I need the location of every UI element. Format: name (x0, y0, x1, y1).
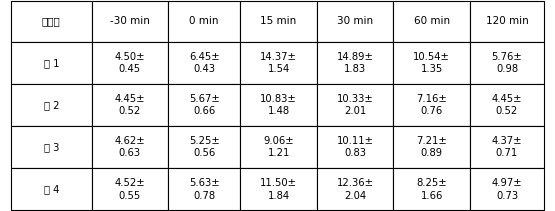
Bar (240, 0, 317, 42)
Bar (168, 42, 240, 84)
Bar (168, 126, 240, 168)
Text: 4.52±
0.55: 4.52± 0.55 (114, 178, 145, 201)
Bar (168, 84, 240, 126)
Text: 30 min: 30 min (337, 16, 374, 26)
Text: 6.45±
0.43: 6.45± 0.43 (189, 51, 220, 74)
Bar (11, 42, 92, 84)
Text: 4.45±
0.52: 4.45± 0.52 (115, 94, 145, 116)
Bar (470, 42, 544, 84)
Bar (317, 168, 393, 210)
Text: 60 min: 60 min (413, 16, 450, 26)
Text: 7.21±
0.89: 7.21± 0.89 (416, 136, 447, 158)
Bar (240, 168, 317, 210)
Text: 组 1: 组 1 (44, 58, 59, 68)
Text: 7.16±
0.76: 7.16± 0.76 (416, 94, 447, 116)
Bar (92, 84, 168, 126)
Text: 8.25±
1.66: 8.25± 1.66 (416, 178, 447, 201)
Text: 14.37±
1.54: 14.37± 1.54 (260, 51, 297, 74)
Bar (470, 126, 544, 168)
Text: -30 min: -30 min (110, 16, 150, 26)
Bar (11, 0, 92, 42)
Bar (393, 0, 470, 42)
Bar (92, 126, 168, 168)
Text: 15 min: 15 min (260, 16, 297, 26)
Bar (393, 126, 470, 168)
Bar (317, 84, 393, 126)
Bar (168, 168, 240, 210)
Bar (168, 0, 240, 42)
Text: 4.37±
0.71: 4.37± 0.71 (492, 136, 522, 158)
Bar (92, 0, 168, 42)
Bar (470, 84, 544, 126)
Bar (317, 126, 393, 168)
Text: 9.06±
1.21: 9.06± 1.21 (263, 136, 294, 158)
Bar (317, 0, 393, 42)
Text: 组 3: 组 3 (44, 142, 59, 152)
Text: 14.89±
1.83: 14.89± 1.83 (337, 51, 374, 74)
Bar (470, 168, 544, 210)
Bar (11, 126, 92, 168)
Bar (11, 168, 92, 210)
Text: 4.45±
0.52: 4.45± 0.52 (492, 94, 522, 116)
Bar (240, 42, 317, 84)
Bar (393, 168, 470, 210)
Text: 4.50±
0.45: 4.50± 0.45 (115, 51, 145, 74)
Text: 5.76±
0.98: 5.76± 0.98 (492, 51, 522, 74)
Bar (393, 42, 470, 84)
Bar (317, 42, 393, 84)
Text: 实验组: 实验组 (42, 16, 60, 26)
Text: 10.33±
2.01: 10.33± 2.01 (337, 94, 374, 116)
Bar (240, 84, 317, 126)
Bar (11, 84, 92, 126)
Text: 组 4: 组 4 (44, 184, 59, 194)
Bar (470, 0, 544, 42)
Text: 5.25±
0.56: 5.25± 0.56 (189, 136, 220, 158)
Text: 10.11±
0.83: 10.11± 0.83 (337, 136, 374, 158)
Text: 5.63±
0.78: 5.63± 0.78 (189, 178, 220, 201)
Text: 12.36±
2.04: 12.36± 2.04 (337, 178, 374, 201)
Text: 11.50±
1.84: 11.50± 1.84 (260, 178, 297, 201)
Text: 5.67±
0.66: 5.67± 0.66 (189, 94, 220, 116)
Text: 组 2: 组 2 (44, 100, 59, 110)
Text: 120 min: 120 min (486, 16, 528, 26)
Text: 10.54±
1.35: 10.54± 1.35 (413, 51, 450, 74)
Text: 0 min: 0 min (189, 16, 219, 26)
Bar (393, 84, 470, 126)
Bar (92, 42, 168, 84)
Text: 10.83±
1.48: 10.83± 1.48 (260, 94, 297, 116)
Bar (240, 126, 317, 168)
Bar (92, 168, 168, 210)
Text: 4.62±
0.63: 4.62± 0.63 (114, 136, 145, 158)
Text: 4.97±
0.73: 4.97± 0.73 (492, 178, 522, 201)
